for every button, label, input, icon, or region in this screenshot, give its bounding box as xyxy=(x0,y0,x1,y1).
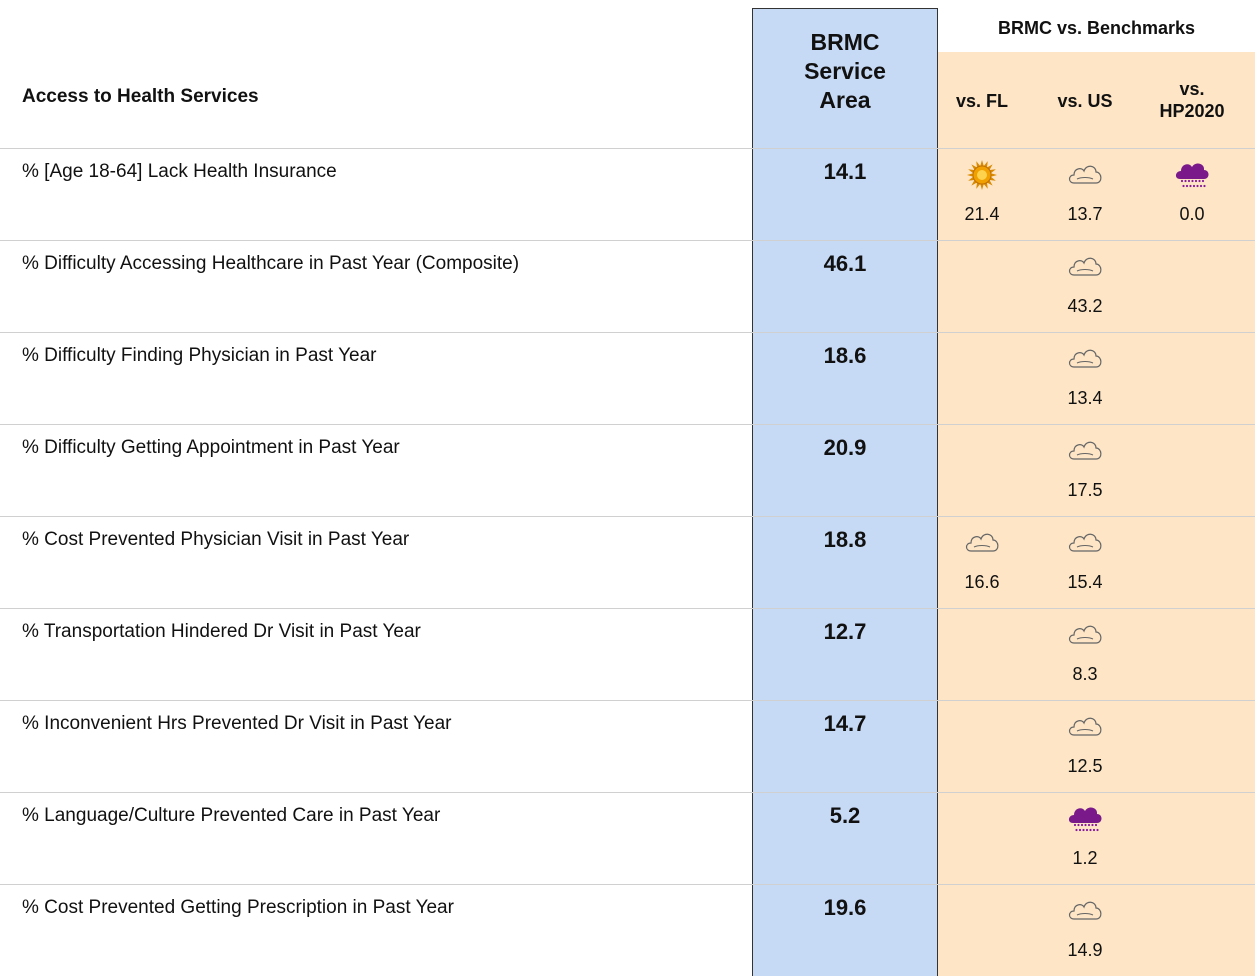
row-label: % Inconvenient Hrs Prevented Dr Visit in… xyxy=(22,713,452,734)
area-column xyxy=(752,8,938,976)
area-value: 18.6 xyxy=(823,343,867,368)
cloud-icon xyxy=(1068,533,1102,552)
benchmark-value: 21.4 xyxy=(964,204,1000,224)
rain-icon xyxy=(1068,807,1102,832)
cloud-icon xyxy=(1068,625,1102,644)
benchmark-value: 0.0 xyxy=(1179,204,1205,224)
cloud-icon xyxy=(1068,901,1102,920)
row-separator xyxy=(0,240,1255,241)
area-value: 46.1 xyxy=(823,251,867,276)
row-label: % Transportation Hindered Dr Visit in Pa… xyxy=(22,621,421,642)
cloud-icon xyxy=(1068,165,1102,184)
row-label: % Difficulty Accessing Healthcare in Pas… xyxy=(22,253,520,274)
row-separator xyxy=(0,608,1255,609)
benchmark-value: 43.2 xyxy=(1067,296,1103,316)
column-header: vs. HP2020 xyxy=(1159,79,1225,121)
cloud-icon xyxy=(1068,717,1102,736)
row-separator xyxy=(0,884,1255,885)
column-header: vs. US xyxy=(1057,91,1113,111)
benchmark-value: 13.4 xyxy=(1067,388,1103,408)
row-separator xyxy=(0,700,1255,701)
cloud-icon xyxy=(1068,441,1102,460)
area-header: BRMC Service Area xyxy=(804,29,886,113)
column-header: vs. FL xyxy=(955,91,1008,111)
row-label: % Cost Prevented Physician Visit in Past… xyxy=(22,529,410,550)
benchmark-value: 12.5 xyxy=(1067,756,1103,776)
benchmark-value: 1.2 xyxy=(1072,848,1098,868)
cloud-icon xyxy=(1068,349,1102,368)
area-value: 20.9 xyxy=(823,435,867,460)
rain-icon xyxy=(1175,163,1209,188)
benchmark-value: 15.4 xyxy=(1067,572,1103,592)
area-value: 19.6 xyxy=(823,895,867,920)
area-value: 5.2 xyxy=(829,803,861,828)
row-label: % Language/Culture Prevented Care in Pas… xyxy=(22,805,441,826)
area-value: 18.8 xyxy=(823,527,867,552)
row-label: % Cost Prevented Getting Prescription in… xyxy=(22,897,454,918)
topic-header: Access to Health Services xyxy=(22,86,259,107)
row-separator xyxy=(0,148,1255,149)
area-value: 14.1 xyxy=(823,159,867,184)
benchmark-value: 8.3 xyxy=(1072,664,1098,684)
row-label: % Difficulty Getting Appointment in Past… xyxy=(22,437,400,458)
benchmark-value: 17.5 xyxy=(1067,480,1103,500)
cloud-icon xyxy=(1068,257,1102,276)
row-separator xyxy=(0,424,1255,425)
area-value: 14.7 xyxy=(823,711,867,736)
row-separator xyxy=(0,332,1255,333)
benchmark-value: 13.7 xyxy=(1067,204,1103,224)
cloud-icon xyxy=(965,533,999,552)
benchmarks-header: BRMC vs. Benchmarks xyxy=(997,18,1196,38)
row-separator xyxy=(0,792,1255,793)
sun-icon xyxy=(967,160,997,190)
area-value: 12.7 xyxy=(823,619,867,644)
benchmark-value: 16.6 xyxy=(964,572,1000,592)
row-label: % [Age 18-64] Lack Health Insurance xyxy=(22,161,337,182)
benchmark-value: 14.9 xyxy=(1067,940,1103,960)
row-separator xyxy=(0,516,1255,517)
row-label: % Difficulty Finding Physician in Past Y… xyxy=(22,345,377,366)
